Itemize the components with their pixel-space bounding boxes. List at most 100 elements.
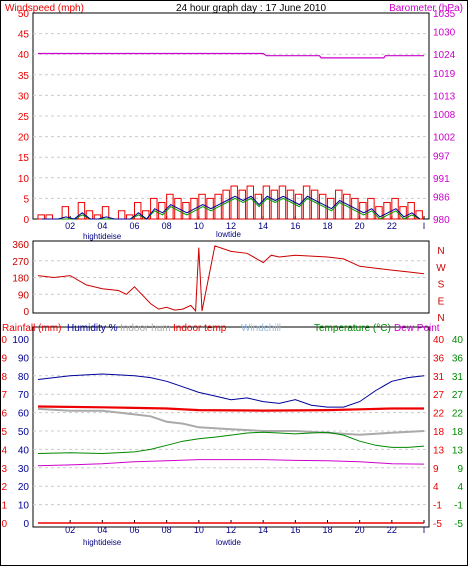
windspeed-tick-label: 5 (23, 194, 29, 205)
temperature-xtick-label: 16 (290, 525, 300, 535)
wind-bar (383, 202, 391, 220)
direction-tick-label: 180 (12, 274, 29, 285)
wind-xtick-label: 02 (65, 221, 75, 231)
wind-bar (343, 193, 351, 220)
temperature-panel-frame (32, 326, 430, 528)
chart-title: 24 hour graph day : 17 June 2010 (176, 3, 327, 14)
wind-bar (230, 185, 238, 220)
wind-bar (399, 206, 407, 220)
windspeed-tick-label: 50 (18, 9, 30, 20)
humidity-tick-label: 40 (18, 445, 30, 456)
wind-xtick-label: 06 (129, 221, 139, 231)
temperature-right-tick-label: 13 (452, 445, 464, 456)
lowtide-label-top: lowtide (216, 230, 241, 239)
hightide-label-top: hightideise (83, 232, 122, 241)
wind-xtick-label: 22 (387, 221, 397, 231)
temperature-tick-label: 36 (433, 353, 445, 364)
temperature-tick-label: 40 (433, 335, 445, 346)
barometer-tick-label: 1024 (433, 50, 456, 61)
barometer-tick-label: 986 (433, 193, 450, 204)
humidity-tick-label: 0 (23, 519, 29, 530)
compass-label: S (438, 280, 445, 291)
wind-bar (134, 202, 142, 220)
indoor-humidity-line (37, 407, 425, 436)
indoor-temperature-line (37, 405, 424, 412)
barometer-tick-label: 1008 (433, 110, 456, 121)
humidity-tick-label: 70 (18, 390, 30, 401)
direction-tick-label: 90 (18, 290, 30, 301)
temperature-right-tick-label: 36 (452, 353, 464, 364)
dew-point-line (37, 459, 425, 467)
legend-humidity: Humidity % (67, 323, 118, 334)
temperature-tick-label: 18 (433, 427, 445, 438)
wind-xtick-label: 08 (162, 221, 172, 231)
hightide-label-bottom: hightideise (83, 538, 122, 547)
temperature-xtick-label: 02 (65, 525, 75, 535)
temperature-xtick-label: 06 (129, 525, 139, 535)
humidity-tick-label: 80 (18, 372, 30, 383)
wind-xtick-label: 20 (355, 221, 365, 231)
wind-bar (286, 189, 295, 220)
barometer-tick-label: 991 (433, 174, 450, 185)
temperature-xtick-label: 08 (162, 525, 172, 535)
barometer-tick-label: 1030 (433, 28, 456, 39)
windspeed-tick-label: 0 (23, 215, 29, 226)
wind-bar (262, 185, 271, 220)
wind-xtick-label: 16 (290, 221, 300, 231)
humidity-tick-label: 100 (12, 335, 29, 346)
barometer-tick-label: 1002 (433, 133, 456, 144)
legend-rainfall: Rainfall (mm) (2, 323, 61, 334)
rainfall-tick-label: 5 (1, 427, 7, 438)
gust-blue-line (42, 195, 421, 220)
tick-labels: 0510152025303540455098098699199710021008… (1, 9, 463, 535)
temperature-xtick-label: 04 (97, 525, 107, 535)
temperature-xtick-label: 10 (194, 525, 204, 535)
wind-bar (375, 206, 383, 220)
temperature-right-tick-label: 27 (452, 390, 464, 401)
rainfall-tick-label: 2 (1, 482, 7, 493)
direction-line (37, 245, 425, 313)
wind-bar (367, 197, 375, 220)
temperature-right-tick-label: 22 (452, 409, 464, 420)
barometer-tick-label: 1013 (433, 91, 456, 102)
temperature-right-tick-label: -1 (454, 501, 463, 512)
windspeed-tick-label: 10 (18, 174, 30, 185)
temperature-xtick-label: 12 (226, 525, 236, 535)
windspeed-tick-label: 30 (18, 91, 30, 102)
temperature-right-tick-label: 4 (457, 482, 463, 493)
temperature-right-tick-label: 18 (452, 427, 464, 438)
wind-bar (190, 197, 198, 220)
wind-xtick-label: 04 (97, 221, 107, 231)
wind-bar (166, 193, 174, 220)
wind-bar (246, 185, 255, 220)
chart-marks (37, 52, 425, 524)
temperature-tick-label: -5 (433, 519, 442, 530)
temperature-tick-label: 13 (433, 445, 445, 456)
wind-bar (302, 185, 311, 220)
wind-bar (45, 214, 53, 220)
temperature-tick-label: 22 (433, 409, 445, 420)
windspeed-tick-label: 35 (18, 71, 30, 82)
wind-xtick-label: 18 (322, 221, 332, 231)
windspeed-axis-label: Windspeed (mph) (5, 3, 84, 14)
temperature-tick-label: 27 (433, 390, 445, 401)
rainfall-tick-label: 6 (1, 409, 7, 420)
compass-label: E (438, 296, 445, 307)
legend-windchill: Windchill (241, 323, 281, 334)
barometer-tick-label: 980 (433, 215, 450, 226)
gust-green-line (42, 197, 421, 220)
direction-tick-label: 270 (12, 257, 29, 268)
wind-bar (150, 197, 158, 220)
rainfall-tick-label: 8 (1, 372, 7, 383)
humidity-tick-label: 60 (18, 409, 30, 420)
legend-dew-point: Dew Point (394, 323, 440, 334)
wind-bar (335, 189, 343, 220)
humidity-tick-label: 10 (18, 501, 30, 512)
wind-xtick-label: I (423, 221, 426, 231)
wind-bar (318, 193, 327, 220)
wind-bar (294, 193, 303, 220)
rainfall-tick-label: 10 (1, 335, 7, 346)
temperature-xtick-label: 14 (258, 525, 268, 535)
temperature-right-tick-label: 9 (457, 464, 463, 475)
